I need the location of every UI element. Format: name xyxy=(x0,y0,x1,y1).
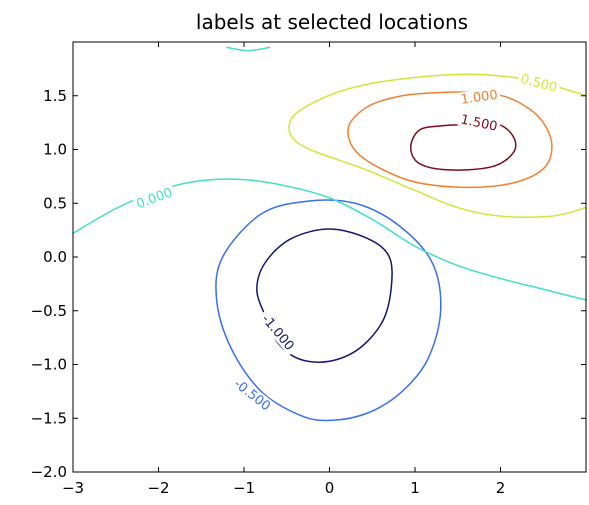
contour-line-1 xyxy=(215,199,442,422)
contour-label-5: 1.000 xyxy=(460,88,499,108)
contour-label-4: 0.500 xyxy=(519,72,559,96)
y-tick-label: 0.0 xyxy=(43,248,67,266)
y-tick-label: 1.0 xyxy=(43,141,67,159)
contour-label-background-2 xyxy=(132,184,177,212)
contour-label-background-4 xyxy=(516,70,562,96)
x-tick-label: −2 xyxy=(147,479,169,497)
contour-label-background-6 xyxy=(457,111,502,134)
y-tick-label: −0.5 xyxy=(31,302,67,320)
x-tick-label: −1 xyxy=(233,479,255,497)
contour-line-6 xyxy=(409,122,517,171)
y-tick-label: −1.0 xyxy=(31,356,67,374)
contour-label-background-5 xyxy=(457,86,501,107)
contour-line-4 xyxy=(288,73,586,218)
contour-label-background-1 xyxy=(228,373,277,416)
y-tick-label: 1.5 xyxy=(43,87,67,105)
contour-label-6: 1.500 xyxy=(459,112,499,134)
y-tick-label: −1.5 xyxy=(31,409,67,427)
axes-frame xyxy=(72,41,587,473)
contour-line-3 xyxy=(226,46,271,52)
chart-title: labels at selected locations xyxy=(196,10,468,34)
contour-label-0: -1.000 xyxy=(258,312,296,354)
x-tick-label: 1 xyxy=(410,479,420,497)
contour-label-background-0 xyxy=(256,308,300,356)
x-axis: −3 −2 −1 0 1 2 xyxy=(62,42,505,497)
contour-line-5 xyxy=(347,91,553,189)
x-tick-label: −3 xyxy=(62,479,84,497)
y-tick-label: −2.0 xyxy=(31,463,67,481)
y-tick-label: 0.5 xyxy=(43,194,67,212)
y-axis: −2.0 −1.5 −1.0 −0.5 0.0 0.5 1.0 1.5 xyxy=(31,87,586,481)
contour-label-2: 0.000 xyxy=(135,185,175,212)
x-tick-label: 0 xyxy=(325,479,335,497)
x-tick-label: 2 xyxy=(496,479,506,497)
